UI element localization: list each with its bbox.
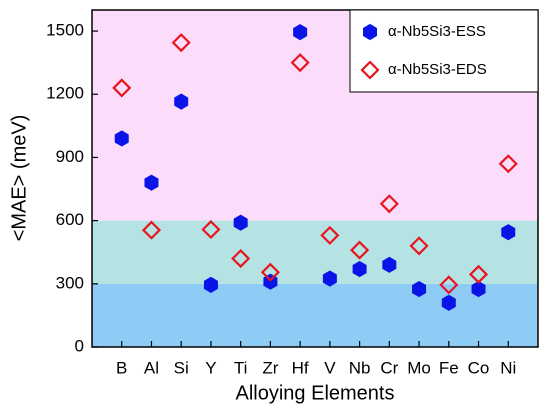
legend-marker: [360, 60, 380, 80]
point: [320, 225, 340, 245]
x-tick-label: Al: [144, 358, 159, 377]
point: [498, 154, 518, 174]
y-tick-label: 1200: [46, 84, 84, 103]
y-tick-label: 1500: [46, 21, 84, 40]
point: [231, 248, 251, 269]
band: [92, 220, 538, 284]
x-tick-label: Nb: [349, 358, 371, 377]
x-tick-label: Ti: [234, 358, 248, 377]
point: [141, 220, 162, 240]
point: [352, 260, 367, 278]
x-tick-label: V: [324, 358, 336, 377]
point: [379, 194, 399, 214]
point: [112, 78, 132, 98]
x-tick-label: Fe: [439, 358, 459, 377]
point: [293, 24, 308, 41]
point: [441, 294, 456, 311]
point: [439, 275, 459, 295]
point: [114, 130, 129, 147]
legend-marker: [363, 23, 377, 41]
legend: [349, 9, 539, 93]
point: [409, 236, 429, 256]
x-tick-label: Ni: [500, 358, 516, 377]
y-tick-label: 300: [56, 273, 84, 292]
x-tick-label: Si: [174, 358, 189, 377]
plot-frame: [91, 9, 539, 348]
x-tick-label: Co: [468, 358, 490, 377]
point: [144, 174, 159, 191]
x-axis-title: Alloying Elements: [236, 382, 395, 404]
point: [203, 276, 218, 293]
legend-label: α-Nb5Si3-ESS: [388, 23, 486, 40]
y-tick-label: 0: [75, 336, 84, 355]
point: [382, 256, 397, 273]
point: [171, 33, 191, 53]
y-tick-label: 900: [56, 147, 84, 166]
point: [471, 281, 486, 298]
legend-label: α-Nb5Si3-EDS: [388, 61, 487, 78]
point: [174, 93, 189, 110]
y-axis-title: <MAE> (meV): [8, 115, 30, 242]
x-tick-label: Hf: [292, 358, 309, 377]
point: [350, 240, 370, 260]
x-tick-label: Cr: [380, 358, 398, 377]
point: [468, 264, 489, 284]
x-tick-label: Y: [205, 358, 216, 377]
x-tick-label: B: [116, 358, 127, 377]
point: [412, 281, 427, 298]
x-tick-label: Zr: [262, 358, 278, 377]
point: [201, 219, 221, 240]
point: [501, 224, 516, 241]
point: [233, 214, 248, 231]
point: [260, 262, 280, 282]
point: [290, 53, 310, 73]
band: [92, 283, 538, 347]
point: [322, 270, 337, 287]
x-tick-label: Mo: [407, 358, 431, 377]
y-tick-label: 600: [56, 210, 84, 229]
